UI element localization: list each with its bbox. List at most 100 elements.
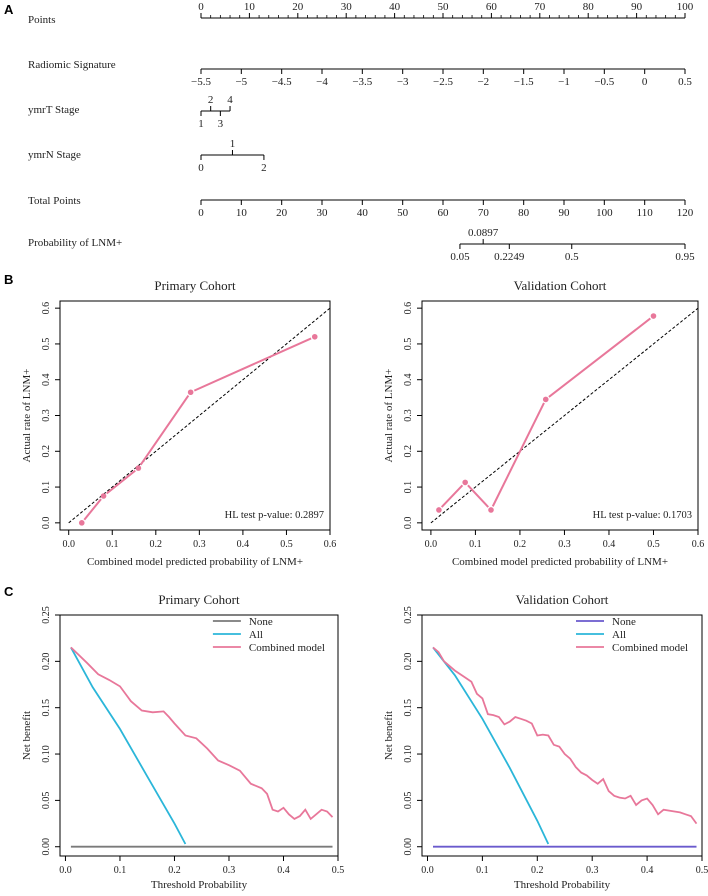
x-tick-label: 0.3 xyxy=(193,539,206,550)
plot-frame xyxy=(421,300,699,531)
y-tick-label: 0.6 xyxy=(403,302,414,315)
x-tick-label: 0.1 xyxy=(476,865,489,876)
nomogram-tick-label: 3 xyxy=(218,118,224,130)
x-tick-label: 0.2 xyxy=(168,865,181,876)
x-tick-label: 0.1 xyxy=(469,539,482,550)
plot-frame xyxy=(421,614,703,857)
nomogram-tick-label: −4 xyxy=(316,76,328,88)
nomogram-tick-label: 0 xyxy=(198,162,204,174)
nomogram-tick-label: 1 xyxy=(198,118,204,130)
nomogram-tick-label: −2.5 xyxy=(433,76,453,88)
nomogram-tick-label: 10 xyxy=(244,1,256,13)
y-tick-label: 0.2 xyxy=(403,445,414,458)
y-tick-label: 0.0 xyxy=(41,517,52,530)
nomogram-row-label: ymrN Stage xyxy=(28,149,81,161)
nomogram-tick-label: 90 xyxy=(631,1,643,13)
plot-frame xyxy=(59,614,339,857)
nomogram-tick-label: 50 xyxy=(397,207,409,219)
y-tick-label: 0.1 xyxy=(41,481,52,494)
calibration-line-segment xyxy=(193,337,312,392)
y-tick-label: 0.10 xyxy=(41,745,52,763)
y-tick-label: 0.5 xyxy=(403,338,414,351)
nomogram-tick-label: 90 xyxy=(559,207,571,219)
panel-label-a: A xyxy=(4,2,14,17)
dca-series-all xyxy=(432,646,550,845)
y-tick-label: 0.00 xyxy=(41,838,52,856)
calibration-line-segment xyxy=(106,469,136,495)
nomogram-tick-label: 40 xyxy=(357,207,369,219)
calibration-line-segment xyxy=(491,402,545,507)
y-tick-label: 0.0 xyxy=(403,517,414,530)
nomogram-tick-label: −5 xyxy=(235,76,247,88)
y-tick-label: 0.05 xyxy=(403,792,414,810)
y-tick-label: 0.25 xyxy=(403,606,414,624)
x-tick-label: 0.5 xyxy=(332,865,345,876)
y-tick-label: 0.15 xyxy=(403,699,414,717)
nomogram-tick-label: 0.0897 xyxy=(468,227,499,239)
dca-validation-cohort: Validation Cohort 0.0 0.1 0.2 0.3 0.4 0.5 0.00 0… xyxy=(383,592,708,891)
dca-series-combined-model xyxy=(432,646,698,825)
calibration-line-segment xyxy=(83,498,102,521)
y-tick-label: 0.1 xyxy=(403,481,414,494)
calibration-point xyxy=(488,507,494,513)
y-tick-label: 0.00 xyxy=(403,838,414,856)
x-tick-label: 0.4 xyxy=(277,865,290,876)
nomogram-tick-label: 100 xyxy=(677,1,694,13)
nomogram-row-label: ymrT Stage xyxy=(28,104,80,116)
hl-test-annotation: HL test p-value: 0.2897 xyxy=(225,510,324,521)
legend-entry: Combined model xyxy=(612,642,688,654)
dca-series-combined-model xyxy=(70,646,334,821)
x-tick-label: 0.2 xyxy=(514,539,527,550)
nomogram-tick-label: 20 xyxy=(292,1,304,13)
y-tick-label: 0.3 xyxy=(403,409,414,422)
nomogram-tick-label: 60 xyxy=(486,1,498,13)
nomogram-tick-label: 0.05 xyxy=(450,251,470,263)
x-tick-label: 0.1 xyxy=(114,865,127,876)
x-tick-label: 0.6 xyxy=(324,539,337,550)
nomogram-tick-label: 100 xyxy=(596,207,613,219)
y-tick-label: 0.5 xyxy=(41,338,52,351)
nomogram-tick-label: −1 xyxy=(558,76,570,88)
ideal-diagonal xyxy=(430,307,699,524)
nomogram-tick-label: 70 xyxy=(534,1,546,13)
calibration-point xyxy=(311,333,318,340)
nomogram-tick-label: −1.5 xyxy=(514,76,534,88)
x-tick-label: 0.0 xyxy=(59,865,72,876)
calibration-point xyxy=(436,507,442,513)
x-tick-label: 0.1 xyxy=(106,539,119,550)
y-tick-label: 0.10 xyxy=(403,745,414,763)
nomogram-tick-label: 70 xyxy=(478,207,490,219)
nomogram-tick-label: 80 xyxy=(583,1,595,13)
nomogram-tick-label: 60 xyxy=(438,207,450,219)
nomogram-tick-label: 30 xyxy=(341,1,353,13)
nomogram-row-label: Radiomic Signature xyxy=(28,59,116,71)
nomogram-tick-label: 0.2249 xyxy=(494,251,525,263)
nomogram-row-label: Probability of LNM+ xyxy=(28,237,122,249)
calibration-primary-cohort: Primary Cohort 0.0 0.1 0.2 0.3 0.4 0.5 0.6 0.0 0.… xyxy=(21,278,336,568)
nomogram-tick-label: 1 xyxy=(230,138,236,150)
calibration-point xyxy=(135,465,142,471)
x-axis-label: Combined model predicted probability of … xyxy=(87,556,303,568)
calibration-point xyxy=(462,479,468,486)
calibration-point xyxy=(78,520,85,526)
hl-test-annotation: HL test p-value: 0.1703 xyxy=(593,510,692,521)
calibration-point xyxy=(100,493,107,499)
legend-entry: All xyxy=(249,629,263,641)
y-axis-label: Actual rate of LNM+ xyxy=(383,369,395,463)
x-tick-label: 0.0 xyxy=(62,539,75,550)
nomogram-tick-label: 0.5 xyxy=(565,251,579,263)
calibration-validation-cohort: Validation Cohort 0.0 0.1 0.2 0.3 0.4 0.5 0.6 0.… xyxy=(383,278,704,568)
calibration-line-segment xyxy=(467,484,489,508)
y-axis-label: Net benefit xyxy=(21,711,33,760)
y-tick-label: 0.15 xyxy=(41,699,52,717)
legend-entry: All xyxy=(612,629,626,641)
calibration-point xyxy=(187,389,194,396)
y-tick-label: 0.20 xyxy=(403,653,414,671)
nomogram-tick-label: 10 xyxy=(236,207,248,219)
chart-title: Validation Cohort xyxy=(516,592,609,607)
nomogram-tick-label: −3 xyxy=(397,76,409,88)
nomogram-tick-label: 80 xyxy=(518,207,530,219)
legend-entry: None xyxy=(612,616,636,628)
chart-title: Primary Cohort xyxy=(158,592,240,607)
x-tick-label: 0.5 xyxy=(280,539,293,550)
